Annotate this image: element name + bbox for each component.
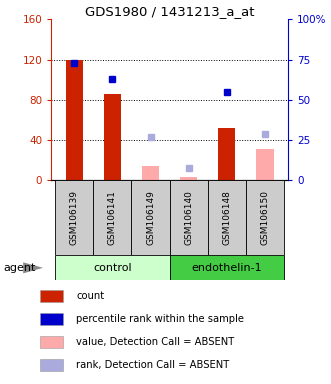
Text: GSM106140: GSM106140 (184, 190, 193, 245)
Bar (257, 149, 274, 180)
Text: GSM106141: GSM106141 (108, 190, 117, 245)
Text: value, Detection Call = ABSENT: value, Detection Call = ABSENT (76, 337, 234, 347)
Bar (40, 313, 63, 325)
Bar (55, 180, 93, 255)
Polygon shape (23, 262, 43, 273)
Text: GSM106150: GSM106150 (260, 190, 269, 245)
Bar (246, 180, 284, 255)
Bar (142, 166, 159, 180)
Bar (169, 180, 208, 255)
Bar (55, 255, 169, 280)
Bar (208, 180, 246, 255)
Text: percentile rank within the sample: percentile rank within the sample (76, 314, 244, 324)
Bar (104, 94, 121, 180)
Bar (66, 60, 83, 180)
Text: agent: agent (3, 263, 36, 273)
Text: GSM106149: GSM106149 (146, 190, 155, 245)
Bar (40, 359, 63, 371)
Bar (218, 128, 235, 180)
Text: count: count (76, 291, 104, 301)
Bar (169, 255, 284, 280)
Bar (180, 177, 197, 180)
Bar (131, 180, 169, 255)
Title: GDS1980 / 1431213_a_at: GDS1980 / 1431213_a_at (85, 5, 255, 18)
Text: control: control (93, 263, 132, 273)
Text: rank, Detection Call = ABSENT: rank, Detection Call = ABSENT (76, 360, 229, 370)
Text: GSM106148: GSM106148 (222, 190, 231, 245)
Text: GSM106139: GSM106139 (70, 190, 79, 245)
Bar (40, 290, 63, 302)
Bar (93, 180, 131, 255)
Bar (40, 336, 63, 348)
Text: endothelin-1: endothelin-1 (192, 263, 262, 273)
